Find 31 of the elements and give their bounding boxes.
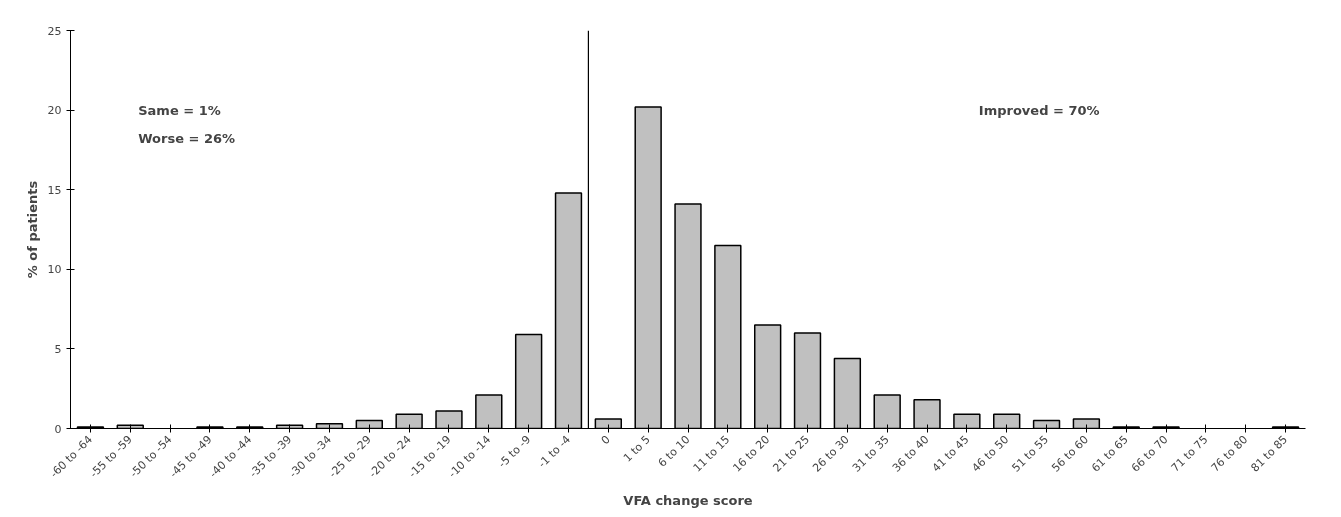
x-tick-label: 76 to 80 xyxy=(1208,432,1251,475)
y-axis-title: % of patients xyxy=(24,180,40,279)
x-tick-label: 1 to 5 xyxy=(620,432,653,465)
x-tick-label: 26 to 30 xyxy=(810,432,852,475)
y-tick-label: 5 xyxy=(54,342,62,356)
x-tick-label: 31 to 35 xyxy=(850,432,892,475)
x-tick-label: 71 to 75 xyxy=(1168,432,1211,475)
y-tick-label: 15 xyxy=(47,183,62,197)
x-tick-label: 61 to 65 xyxy=(1089,432,1131,475)
x-tick-label: 36 to 40 xyxy=(889,432,932,475)
annotation: Same = 1% xyxy=(138,102,221,118)
annotation: Improved = 70% xyxy=(978,102,1100,118)
x-tick-label: 46 to 50 xyxy=(969,432,1012,475)
x-tick-label: 16 to 20 xyxy=(730,432,773,475)
x-tick-label: 21 to 25 xyxy=(770,432,813,475)
y-tick-label: 25 xyxy=(47,24,62,38)
x-tick-label: 41 to 45 xyxy=(929,432,972,475)
x-tick-label: -1 to -4 xyxy=(535,432,574,471)
x-tick-label: 56 to 60 xyxy=(1049,432,1091,475)
x-tick-label: 51 to 55 xyxy=(1009,432,1052,475)
x-tick-label: 11 to 15 xyxy=(690,432,733,475)
x-tick-label: 6 to 10 xyxy=(655,432,693,470)
x-axis-title: VFA change score xyxy=(623,492,753,508)
x-tick-label: 66 to 70 xyxy=(1128,432,1171,475)
annotation: Worse = 26% xyxy=(138,131,236,147)
y-tick-label: 0 xyxy=(54,422,62,436)
x-tick-label: 81 to 85 xyxy=(1248,432,1291,475)
y-tick-label: 20 xyxy=(47,104,62,118)
y-tick-label: 10 xyxy=(47,263,62,277)
x-tick-label: 0 xyxy=(598,432,613,448)
x-tick-label: -5 to -9 xyxy=(495,432,534,471)
